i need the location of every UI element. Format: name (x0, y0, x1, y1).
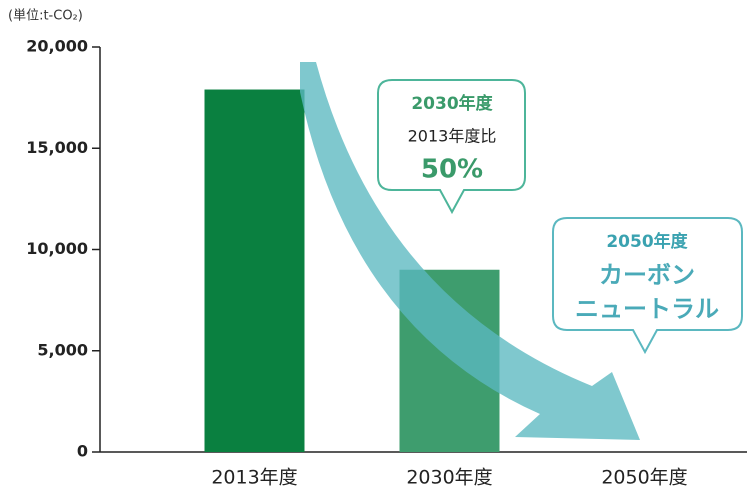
y-tick-label: 15,000 (26, 138, 88, 157)
callout-box (552, 217, 743, 355)
y-tick-label: 20,000 (26, 37, 88, 56)
callout-text: 2030年度 (411, 93, 493, 114)
callout-text: ニュートラル (575, 295, 719, 323)
trend-arrow (300, 62, 640, 440)
callout-text: 2050年度 (606, 231, 688, 252)
y-tick-label: 10,000 (26, 239, 88, 258)
unit-label: (単位:t-CO₂) (8, 8, 83, 24)
x-tick-label: 2030年度 (406, 467, 492, 489)
x-tick-label: 2013年度 (211, 467, 297, 489)
callout-text: 50% (421, 155, 483, 185)
y-tick-label: 0 (77, 442, 88, 461)
callout-box (377, 79, 526, 215)
x-tick-label: 2050年度 (601, 467, 687, 489)
y-tick-label: 5,000 (37, 340, 88, 359)
bar (204, 89, 305, 453)
callout-text: 2013年度比 (408, 127, 497, 146)
callout-text: カーボン (599, 261, 695, 289)
